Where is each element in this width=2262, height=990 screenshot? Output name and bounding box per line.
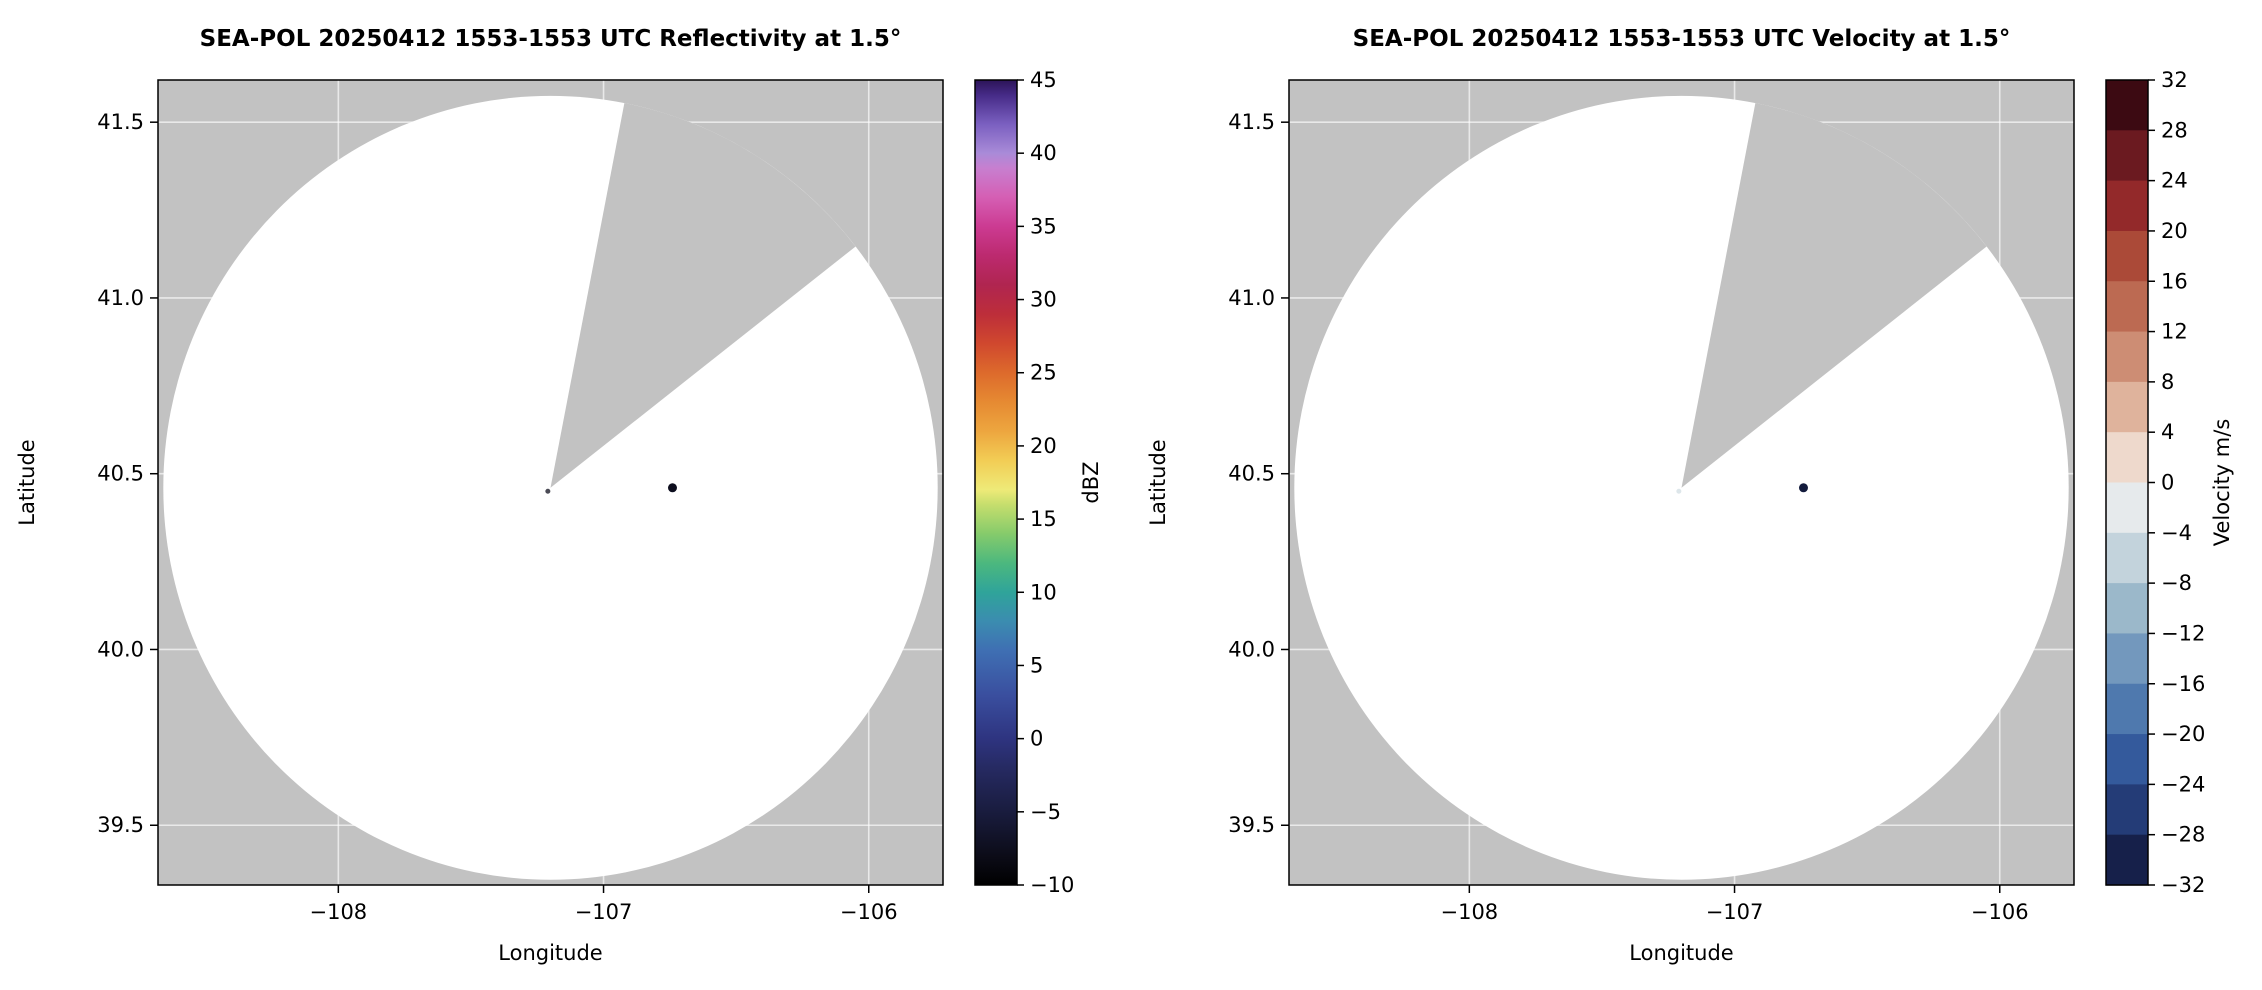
y-tick-label: 41.0 xyxy=(1228,286,1275,310)
x-tick-label: −106 xyxy=(840,900,898,924)
colorbar-frame xyxy=(974,79,1018,886)
colorbar-tick-label: 28 xyxy=(2161,118,2188,142)
colorbar-tick-label: 25 xyxy=(1030,361,1057,385)
colorbar-tick-label: −32 xyxy=(2161,873,2205,897)
colorbar-tick-label: 0 xyxy=(1030,727,1043,751)
colorbar-tick-label: 0 xyxy=(2161,471,2174,495)
axes-frame xyxy=(1288,79,2075,886)
y-axis-label: Latitude xyxy=(15,439,39,525)
colorbar-band xyxy=(2106,381,2148,433)
colorbar-label: Velocity m/s xyxy=(2210,419,2234,547)
radar-echo xyxy=(1798,483,1808,493)
colorbar-gradient xyxy=(975,80,1017,885)
colorbar-band xyxy=(2106,734,2148,785)
x-tick-label: −107 xyxy=(1706,900,1764,924)
colorbar-band xyxy=(2106,633,2148,685)
colorbar-band xyxy=(2106,482,2148,534)
y-tick-label: 41.5 xyxy=(97,110,144,134)
y-tick-label: 41.5 xyxy=(1228,110,1275,134)
colorbar-band xyxy=(2106,130,2148,182)
colorbar-tick-label: 20 xyxy=(2161,219,2188,243)
colorbar-band xyxy=(2106,80,2148,131)
radar-echo xyxy=(667,483,677,493)
y-tick-label: 41.0 xyxy=(97,286,144,310)
axes-frame xyxy=(157,79,944,886)
colorbar-tick-label: −12 xyxy=(2161,621,2205,645)
colorbar-band xyxy=(2106,532,2148,584)
x-tick-label: −107 xyxy=(575,900,633,924)
colorbar-tick-label: 20 xyxy=(1030,434,1057,458)
colorbar-tick-label: −8 xyxy=(2161,571,2192,595)
colorbar-tick-label: 32 xyxy=(2161,68,2188,92)
colorbar-band xyxy=(2106,432,2148,484)
colorbar-tick-label: 12 xyxy=(2161,320,2188,344)
x-axis-label: Longitude xyxy=(1629,941,1733,965)
reflectivity-panel: −108 −107 −106 39.5 40.0 40.5 41.0 41.5 SEA-POL … xyxy=(15,26,1103,965)
colorbar-tick-label: 24 xyxy=(2161,169,2188,193)
colorbar-band xyxy=(2106,683,2148,735)
y-tick-label: 40.5 xyxy=(97,462,144,486)
colorbar-tick-label: 30 xyxy=(1030,288,1057,312)
colorbar-label: dBZ xyxy=(1079,461,1103,503)
x-axis-label: Longitude xyxy=(498,941,602,965)
x-tick-label: −108 xyxy=(309,900,367,924)
y-tick-label: 39.5 xyxy=(1228,813,1275,837)
colorbar-band xyxy=(2106,784,2148,836)
colorbar-band xyxy=(2106,583,2148,635)
colorbar-band xyxy=(2106,834,2148,886)
y-tick-label: 40.5 xyxy=(1228,462,1275,486)
colorbar-tick-label: −24 xyxy=(2161,772,2205,796)
colorbar-tick-label: 15 xyxy=(1030,507,1057,531)
velocity-panel: −108 −107 −106 39.5 40.0 40.5 41.0 41.5 SEA-POL … xyxy=(1146,26,2234,965)
colorbar-band xyxy=(2106,281,2148,333)
x-tick-label: −108 xyxy=(1440,900,1498,924)
radar-echo xyxy=(545,488,551,494)
missing-sector-wedge xyxy=(550,103,856,488)
colorbar-tick-label: −5 xyxy=(1030,800,1061,824)
colorbar-tick-label: 35 xyxy=(1030,214,1057,238)
colorbar-tick-label: 40 xyxy=(1030,141,1057,165)
y-tick-label: 40.0 xyxy=(1228,637,1275,661)
colorbar-tick-label: 5 xyxy=(1030,653,1043,677)
colorbar-tick-label: 16 xyxy=(2161,269,2188,293)
panel-title: SEA-POL 20250412 1553-1553 UTC Reflectiv… xyxy=(200,26,902,52)
colorbar-tick-label: −20 xyxy=(2161,722,2205,746)
missing-sector-wedge xyxy=(1681,103,1987,488)
colorbar-tick-label: 45 xyxy=(1030,68,1057,92)
y-tick-label: 39.5 xyxy=(97,813,144,837)
y-axis-label: Latitude xyxy=(1146,439,1170,525)
colorbar-tick-label: −28 xyxy=(2161,823,2205,847)
colorbar-tick-label: 10 xyxy=(1030,580,1057,604)
colorbar-tick-label: −16 xyxy=(2161,672,2205,696)
colorbar-tick-label: 8 xyxy=(2161,370,2174,394)
colorbar-band xyxy=(2106,230,2148,282)
x-tick-label: −106 xyxy=(1971,900,2029,924)
panel-title: SEA-POL 20250412 1553-1553 UTC Velocity … xyxy=(1353,26,2011,52)
colorbar-tick-label: 4 xyxy=(2161,420,2174,444)
radar-echo xyxy=(1676,488,1682,494)
colorbar-tick-label: −4 xyxy=(2161,521,2192,545)
colorbar-band xyxy=(2106,180,2148,232)
colorbar-tick-label: −10 xyxy=(1030,873,1074,897)
colorbar-band xyxy=(2106,331,2148,383)
y-tick-label: 40.0 xyxy=(97,637,144,661)
